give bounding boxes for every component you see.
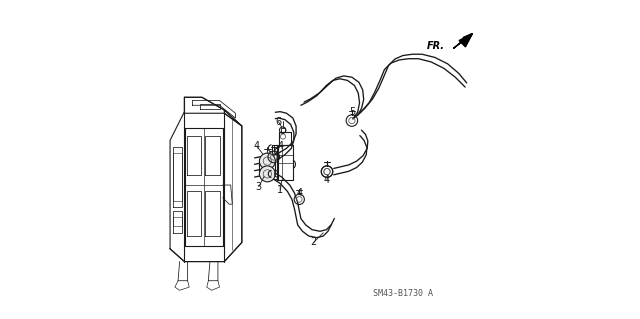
Text: 5: 5 — [349, 107, 355, 117]
Text: SM43-B1730 A: SM43-B1730 A — [373, 289, 433, 298]
Text: 4: 4 — [277, 141, 283, 151]
Circle shape — [259, 153, 275, 169]
Text: 4: 4 — [296, 188, 302, 198]
Text: 3: 3 — [256, 182, 262, 192]
Text: 1: 1 — [277, 185, 284, 195]
Text: 4: 4 — [324, 174, 330, 185]
Text: 2: 2 — [310, 237, 317, 248]
Text: 4: 4 — [254, 141, 260, 151]
Text: FR.: FR. — [427, 41, 445, 51]
Circle shape — [259, 166, 275, 182]
Polygon shape — [459, 33, 472, 47]
Text: 6: 6 — [275, 117, 282, 127]
Polygon shape — [453, 33, 472, 48]
